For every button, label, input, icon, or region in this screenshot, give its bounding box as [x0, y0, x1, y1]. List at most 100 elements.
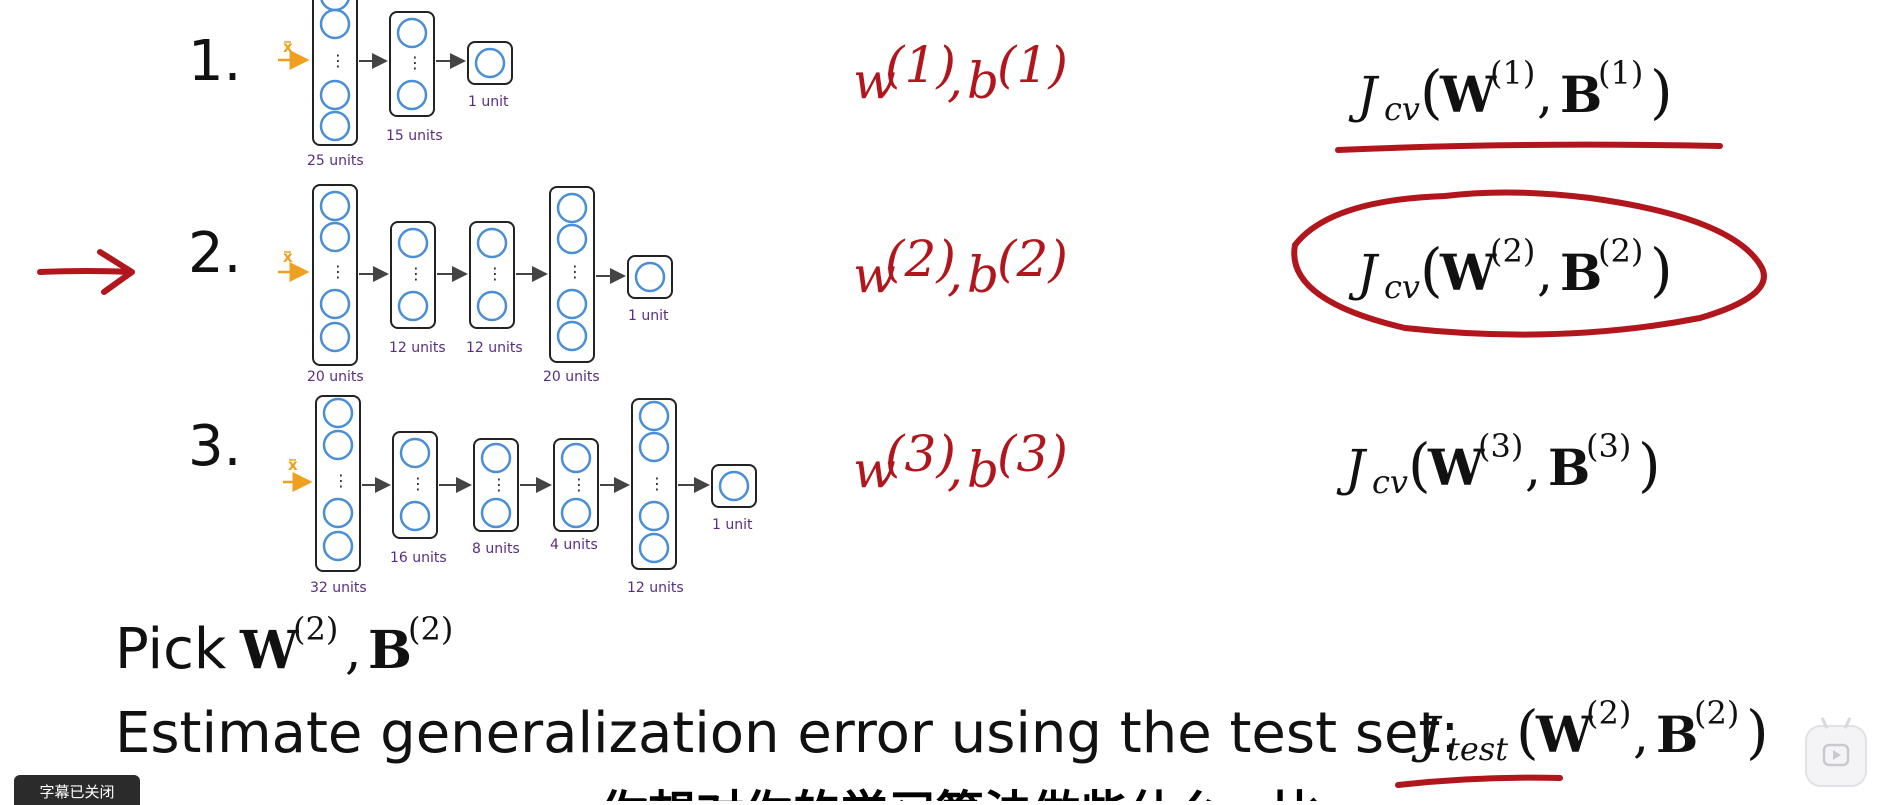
svg-text:B: B: [368, 620, 412, 681]
model-2: 2. x ⋮ 20 units ⋮ 12 units: [188, 184, 1767, 385]
play-button[interactable]: [1805, 716, 1867, 787]
estimate-text: Estimate generalization error using the …: [115, 701, 1459, 766]
layer-3-4: ⋮ 4 units: [550, 438, 599, 553]
svg-text:x: x: [288, 456, 298, 474]
red-arrow-icon: [37, 249, 135, 295]
svg-text:b: b: [967, 246, 999, 304]
caption-toggle-button[interactable]: 字幕已关闭: [14, 775, 140, 805]
play-icon: [1822, 743, 1850, 767]
jcv-3: J cv ( W (3) , B (3) ): [1336, 427, 1661, 501]
svg-text:(3): (3): [1478, 427, 1523, 465]
layer-3-3: ⋮ 8 units: [472, 438, 520, 557]
model-2-index: 2.: [188, 221, 241, 286]
svg-text:(1): (1): [1490, 54, 1535, 92]
svg-text:(: (: [1420, 236, 1443, 304]
svg-text:cv: cv: [1384, 90, 1420, 128]
layer-3-1: ⋮ 32 units: [310, 395, 367, 596]
model-1: 1. x ⋮ 25 units ⋮ 15 units: [188, 0, 1723, 169]
layer-label: 15 units: [386, 128, 443, 144]
svg-text:⋮: ⋮: [649, 474, 665, 493]
svg-text:(2): (2): [1490, 232, 1535, 270]
layer-label: 32 units: [310, 580, 367, 596]
layer-3-2: ⋮ 16 units: [390, 431, 447, 566]
svg-text:): ): [1638, 431, 1661, 499]
input-x-2: x: [278, 248, 310, 282]
jcv-2: J cv ( W (2) , B (2) ): [1348, 232, 1673, 306]
layer-1-1: ⋮ 25 units: [307, 0, 364, 169]
layer-label: 20 units: [543, 369, 600, 385]
svg-text:⋮: ⋮: [330, 51, 346, 70]
svg-text:(: (: [1516, 698, 1539, 766]
svg-text:⋮: ⋮: [407, 53, 423, 72]
svg-text:,: ,: [1633, 706, 1649, 764]
jcv-1: J cv ( W (1) , B (1) ): [1348, 54, 1673, 128]
svg-text:w: w: [853, 52, 896, 110]
svg-text:(2): (2): [885, 230, 956, 288]
underline-1: [1335, 141, 1723, 153]
estimate-line: Estimate generalization error using the …: [115, 694, 1769, 788]
layer-2-1: ⋮ 20 units: [307, 184, 364, 385]
svg-text:(2): (2): [408, 610, 453, 648]
svg-text:B: B: [1656, 705, 1698, 764]
model-1-index: 1.: [188, 29, 241, 94]
input-x-1: x: [278, 38, 310, 70]
svg-text:,: ,: [345, 621, 362, 681]
layer-1-2: ⋮ 15 units: [386, 11, 443, 144]
pick-text: Pick: [115, 617, 227, 682]
layer-label: 12 units: [627, 580, 684, 596]
svg-text:W: W: [1535, 705, 1593, 764]
svg-text:test: test: [1447, 730, 1508, 768]
circle-highlight-2: [1291, 189, 1767, 338]
layer-3-6: 1 unit: [711, 464, 757, 533]
svg-text:W: W: [1439, 243, 1497, 302]
svg-text:J: J: [1336, 439, 1368, 497]
svg-text:⋮: ⋮: [491, 475, 507, 494]
svg-text:,: ,: [947, 244, 963, 302]
layer-label: 20 units: [307, 369, 364, 385]
svg-text:B: B: [1560, 243, 1602, 302]
params-2: w (2) , b (2): [853, 230, 1068, 304]
layer-2-4: ⋮ 20 units: [543, 186, 600, 385]
svg-text:⋮: ⋮: [333, 471, 349, 490]
svg-text:w: w: [853, 441, 896, 499]
svg-text:W: W: [1427, 438, 1485, 497]
svg-text:cv: cv: [1384, 268, 1420, 306]
svg-text:x: x: [283, 248, 293, 266]
svg-text:,: ,: [947, 439, 963, 497]
svg-text:W: W: [239, 620, 300, 681]
svg-text:): ): [1650, 236, 1673, 304]
svg-text:⋮: ⋮: [330, 262, 346, 281]
svg-text:x: x: [283, 38, 293, 56]
svg-text:⋮: ⋮: [487, 264, 503, 283]
layer-label: 1 unit: [468, 94, 509, 110]
layer-label: 16 units: [390, 550, 447, 566]
svg-text:,: ,: [947, 50, 963, 108]
svg-text:(3): (3): [1586, 427, 1631, 465]
svg-text:(3): (3): [885, 425, 956, 483]
model-3-index: 3.: [188, 414, 241, 479]
layer-3-5: ⋮ 12 units: [627, 398, 684, 596]
svg-text:(3): (3): [997, 425, 1068, 483]
svg-text:b: b: [967, 52, 999, 110]
svg-text:(: (: [1408, 431, 1431, 499]
svg-text:⋮: ⋮: [567, 262, 583, 281]
layer-label: 4 units: [550, 537, 598, 553]
pick-line: Pick W (2) , B (2): [115, 610, 453, 682]
svg-text:b: b: [967, 441, 999, 499]
svg-text:(2): (2): [1694, 694, 1739, 732]
svg-text:J: J: [1348, 66, 1380, 124]
svg-text:(1): (1): [1598, 54, 1643, 92]
svg-text:W: W: [1439, 65, 1497, 124]
layer-label: 12 units: [389, 340, 446, 356]
underline-test: [1395, 774, 1563, 788]
svg-text:(: (: [1420, 58, 1443, 126]
svg-text:⋮: ⋮: [410, 474, 426, 493]
svg-text:J: J: [1348, 244, 1380, 302]
svg-text:(2): (2): [1598, 232, 1643, 270]
input-x-3: x: [283, 456, 313, 492]
svg-text:w: w: [853, 246, 896, 304]
svg-text:,: ,: [1537, 244, 1553, 302]
svg-text:,: ,: [1537, 66, 1553, 124]
svg-text:): ): [1650, 58, 1673, 126]
layer-2-3: ⋮ 12 units: [466, 221, 523, 356]
